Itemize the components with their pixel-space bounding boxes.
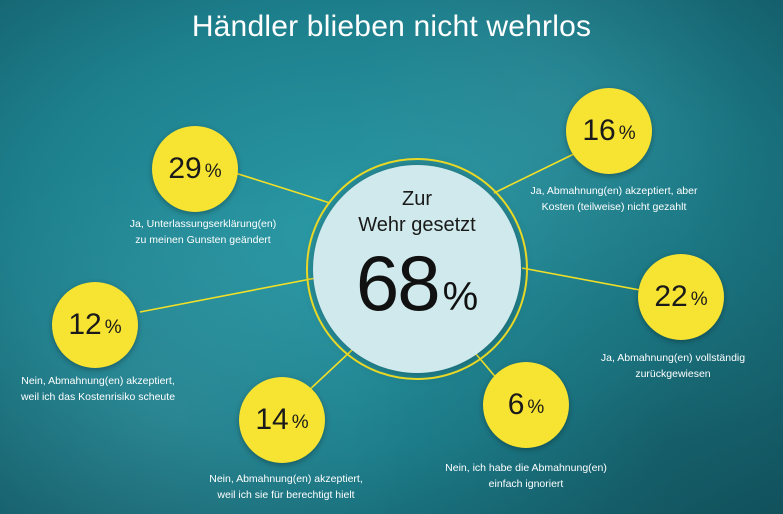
center-circle bbox=[313, 165, 521, 373]
bubble-value: 14 bbox=[255, 403, 289, 436]
connector-29 bbox=[231, 171, 331, 204]
bubble-unit: % bbox=[527, 397, 545, 418]
bubble-ignoriert: 6% bbox=[483, 362, 569, 448]
caption-line2: weil ich sie für berechtigt hielt bbox=[217, 489, 355, 501]
bubble-unit: % bbox=[690, 289, 708, 310]
center-value-unit: % bbox=[442, 275, 479, 319]
caption-line2: einfach ignoriert bbox=[488, 478, 564, 490]
bubble-berechtigt: 14% bbox=[239, 377, 325, 463]
bubble-value: 12 bbox=[68, 308, 102, 341]
center-label: Zur Wehr gesetzt bbox=[313, 186, 521, 238]
caption-line1: Nein, ich habe die Abmahnung(en) bbox=[445, 462, 607, 474]
bubble-unit: % bbox=[104, 317, 122, 338]
center-label-line2: Wehr gesetzt bbox=[358, 214, 476, 236]
caption-berechtigt: Nein, Abmahnung(en) akzeptiert, weil ich… bbox=[196, 471, 376, 503]
caption-ignoriert: Nein, ich habe die Abmahnung(en) einfach… bbox=[426, 460, 626, 492]
bubble-zurueckgewiesen: 22% bbox=[638, 254, 724, 340]
caption-line1: Nein, Abmahnung(en) akzeptiert, bbox=[209, 473, 363, 485]
connector-12 bbox=[139, 277, 317, 313]
center-label-line1: Zur bbox=[402, 188, 432, 210]
caption-kostenrisiko: Nein, Abmahnung(en) akzeptiert, weil ich… bbox=[8, 373, 188, 405]
caption-line2: weil ich das Kostenrisiko scheute bbox=[20, 391, 176, 403]
connector-16 bbox=[493, 151, 579, 194]
caption-zurueckgewiesen: Ja, Abmahnung(en) vollständig zurückgewi… bbox=[578, 350, 768, 382]
bubble-unit: % bbox=[618, 123, 636, 144]
bubble-unit: % bbox=[291, 412, 309, 433]
caption-line2: zu meinen Gunsten geändert bbox=[135, 234, 271, 246]
page-title: Händler blieben nicht wehrlos bbox=[191, 10, 592, 43]
center-value-number: 68 bbox=[355, 239, 441, 327]
caption-line2: zurückgewiesen bbox=[635, 368, 711, 380]
bubble-unit: % bbox=[204, 161, 222, 182]
connector-22 bbox=[521, 267, 641, 291]
caption-line1: Ja, Abmahnung(en) vollständig bbox=[600, 352, 746, 364]
center-ring bbox=[306, 158, 528, 380]
bubble-kosten-nicht-gezahlt: 16% bbox=[566, 88, 652, 174]
caption-line1: Ja, Unterlassungserklärung(en) bbox=[129, 218, 277, 230]
caption-line1: Nein, Abmahnung(en) akzeptiert, bbox=[21, 375, 175, 387]
caption-unterlassung: Ja, Unterlassungserklärung(en) zu meinen… bbox=[108, 216, 298, 248]
caption-line2: Kosten (teilweise) nicht gezahlt bbox=[541, 201, 687, 213]
bubble-value: 6 bbox=[507, 388, 525, 421]
center-value: 68% bbox=[313, 238, 521, 351]
connector-14 bbox=[305, 349, 353, 394]
bubble-value: 22 bbox=[654, 280, 688, 313]
bubble-kostenrisiko: 12% bbox=[52, 282, 138, 368]
caption-kosten-nicht-gezahlt: Ja, Abmahnung(en) akzeptiert, aber Koste… bbox=[514, 183, 714, 215]
caption-line1: Ja, Abmahnung(en) akzeptiert, aber bbox=[530, 185, 698, 197]
bubble-value: 16 bbox=[582, 114, 616, 147]
bubble-unterlassung: 29% bbox=[152, 126, 238, 212]
bubble-value: 29 bbox=[168, 152, 202, 185]
